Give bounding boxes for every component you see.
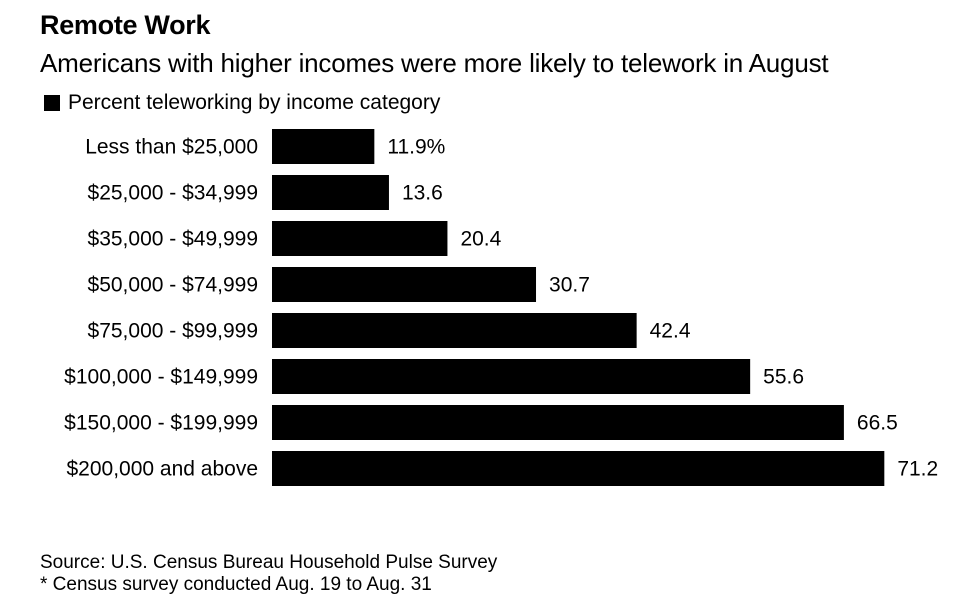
- chart-subtitle: Americans with higher incomes were more …: [40, 48, 829, 78]
- bar: [272, 451, 885, 486]
- bar: [272, 129, 375, 164]
- category-label: $200,000 and above: [66, 458, 258, 481]
- category-label: $100,000 - $149,999: [64, 366, 258, 389]
- category-label: $75,000 - $99,999: [88, 320, 258, 343]
- legend: Percent teleworking by income category: [44, 91, 440, 115]
- value-label: 55.6: [763, 366, 804, 389]
- source-note: Source: U.S. Census Bureau Household Pul…: [40, 552, 497, 596]
- value-label: 30.7: [549, 274, 590, 297]
- footnote-text: * Census survey conducted Aug. 19 to Aug…: [40, 574, 432, 595]
- category-label: $25,000 - $34,999: [88, 182, 258, 205]
- value-label: 13.6: [402, 182, 443, 205]
- category-label: $50,000 - $74,999: [88, 274, 258, 297]
- value-label: 66.5: [857, 412, 898, 435]
- value-label: 71.2: [897, 458, 938, 481]
- chart-title: Remote Work: [40, 10, 211, 40]
- bar: [272, 313, 637, 348]
- source-text: Source: U.S. Census Bureau Household Pul…: [40, 552, 498, 573]
- bar-chart: Less than $25,000 11.9% $25,000 - $34,999 1…: [64, 129, 938, 486]
- value-label: 20.4: [460, 228, 501, 251]
- bar: [272, 359, 751, 394]
- category-label: $35,000 - $49,999: [88, 228, 258, 251]
- legend-label: Percent teleworking by income category: [68, 91, 441, 114]
- bar: [272, 175, 389, 210]
- category-label: $150,000 - $199,999: [64, 412, 258, 435]
- value-label: 11.9%: [387, 136, 445, 159]
- value-label: 42.4: [650, 320, 691, 343]
- category-label: Less than $25,000: [85, 136, 258, 159]
- bar: [272, 221, 448, 256]
- legend-swatch: [44, 95, 60, 111]
- bar: [272, 405, 844, 440]
- bar: [272, 267, 537, 302]
